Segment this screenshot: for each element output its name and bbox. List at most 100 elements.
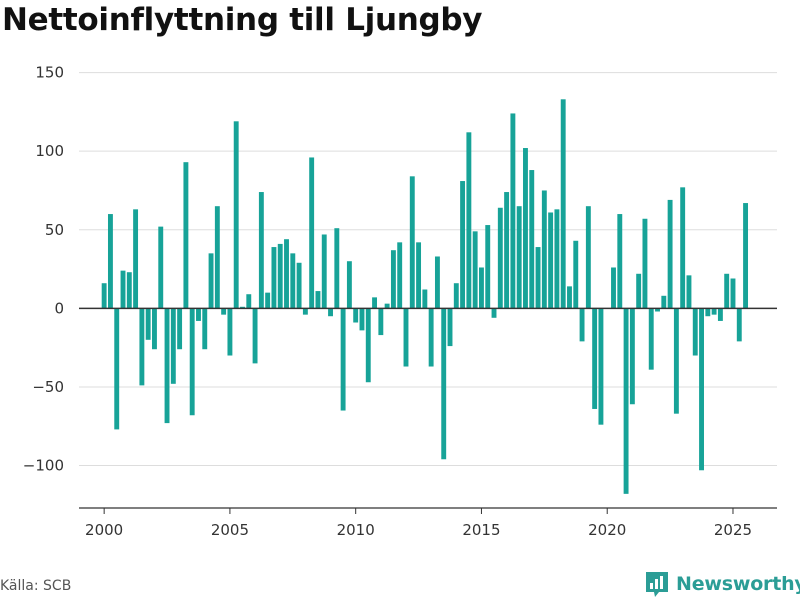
y-axis-labels: −100 −50 0 50 100 150	[23, 64, 64, 475]
bar	[133, 209, 139, 309]
bar	[523, 148, 528, 309]
bar	[466, 132, 472, 309]
bar	[126, 272, 132, 309]
bar	[497, 207, 503, 309]
bar	[221, 308, 227, 315]
bar	[107, 214, 113, 309]
bar	[152, 308, 157, 350]
chart-title: Nettoinflyttning till Ljungby	[2, 2, 483, 38]
bar	[139, 308, 145, 386]
y-tick-label: 50	[45, 221, 64, 239]
bar	[554, 209, 560, 309]
newsworthy-logo: Newsworthy	[644, 569, 800, 599]
bar	[648, 308, 654, 370]
bar	[384, 303, 390, 309]
bar	[491, 308, 497, 318]
bar	[573, 240, 579, 309]
bar	[661, 295, 667, 309]
x-tick-label: 2025	[714, 521, 752, 539]
bar	[736, 308, 742, 342]
bar	[579, 308, 585, 342]
bar	[460, 181, 466, 309]
bar	[692, 308, 698, 356]
x-tick-label: 2010	[337, 521, 375, 539]
bar	[340, 308, 346, 411]
bar	[240, 306, 245, 309]
bar	[290, 253, 296, 309]
bar	[252, 308, 258, 364]
bar	[302, 308, 308, 315]
bar	[711, 308, 717, 315]
brand-name: Newsworthy	[676, 573, 800, 595]
bar	[673, 308, 679, 414]
bar	[447, 308, 453, 347]
bar	[196, 308, 201, 321]
bar	[699, 308, 704, 471]
bar	[346, 261, 352, 309]
bar	[560, 99, 566, 309]
bar	[164, 308, 170, 424]
bar	[730, 278, 736, 309]
bar	[636, 273, 642, 309]
bar	[611, 267, 616, 309]
bar	[365, 308, 371, 383]
bar	[434, 256, 440, 309]
bar	[296, 262, 302, 309]
y-tick-label: 100	[35, 142, 64, 160]
bar	[309, 157, 315, 309]
bar	[214, 206, 220, 309]
newsworthy-logo-icon	[646, 572, 668, 597]
y-tick-label: 150	[35, 64, 64, 82]
bar	[472, 231, 478, 309]
bar	[453, 283, 459, 309]
bar	[428, 308, 434, 367]
bar	[717, 308, 723, 321]
y-tick-label: −50	[32, 378, 64, 396]
bar	[485, 225, 491, 309]
bar	[743, 203, 749, 309]
bar	[277, 243, 283, 309]
bar	[390, 250, 396, 309]
bar	[422, 289, 428, 309]
bar	[592, 308, 598, 409]
bar	[655, 308, 660, 312]
bar	[145, 308, 151, 340]
bar	[101, 283, 107, 309]
bar	[629, 308, 635, 405]
bar	[686, 275, 692, 309]
bar	[397, 242, 403, 309]
bar	[510, 113, 516, 309]
bar	[158, 226, 164, 309]
bar	[353, 308, 359, 323]
bar	[328, 308, 333, 317]
bar	[258, 192, 264, 309]
bar	[120, 270, 126, 309]
bar	[516, 206, 522, 309]
bars	[101, 99, 749, 494]
y-tick-label: −100	[23, 457, 64, 475]
bar	[315, 291, 321, 309]
bar	[598, 308, 604, 425]
gridlines	[79, 72, 777, 467]
bar	[227, 308, 233, 356]
bar	[265, 292, 271, 309]
x-axis: 2000 2005 2010 2015 2020 2025	[79, 507, 777, 539]
bar	[567, 286, 572, 309]
bar	[202, 308, 208, 350]
bar	[284, 239, 289, 309]
bar	[705, 308, 711, 317]
bar	[321, 234, 327, 309]
bar	[642, 218, 648, 309]
bar	[680, 187, 686, 309]
bar	[623, 308, 629, 494]
x-tick-label: 2005	[211, 521, 249, 539]
bar	[334, 228, 340, 309]
bar	[378, 308, 384, 336]
bar	[441, 308, 447, 460]
bar	[246, 294, 252, 309]
x-tick-label: 2015	[462, 521, 500, 539]
bar	[177, 308, 183, 350]
bar	[189, 308, 195, 416]
bar	[585, 206, 591, 309]
